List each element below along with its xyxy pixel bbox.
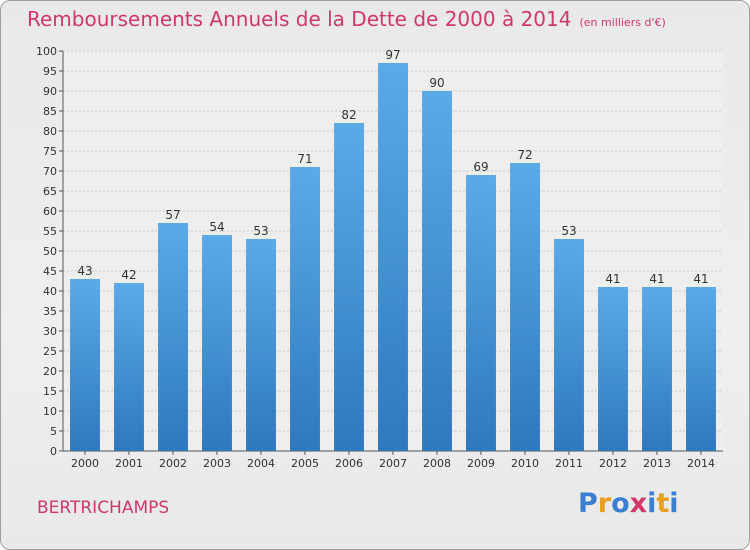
data-label-2000: 43 bbox=[77, 264, 92, 278]
x-tick-label-2014: 2014 bbox=[687, 457, 715, 470]
y-tick-label: 95 bbox=[43, 65, 57, 78]
data-label-2008: 90 bbox=[429, 76, 444, 90]
data-label-2001: 42 bbox=[121, 268, 136, 282]
y-tick-label: 100 bbox=[36, 45, 57, 58]
bar-2008 bbox=[422, 91, 452, 451]
data-label-2005: 71 bbox=[297, 152, 312, 166]
y-tick-label: 40 bbox=[43, 285, 57, 298]
chart-title-text: Remboursements Annuels de la Dette de 20… bbox=[27, 7, 572, 31]
logo-letter: i bbox=[647, 488, 657, 519]
bar-2005 bbox=[290, 167, 320, 451]
bar-2011 bbox=[554, 239, 584, 451]
logo-letter: P bbox=[578, 488, 598, 519]
x-tick-label-2006: 2006 bbox=[335, 457, 363, 470]
data-label-2012: 41 bbox=[605, 272, 620, 286]
bar-layer bbox=[70, 63, 716, 451]
label-layer: 43 42 57 54 53 71 82 97 90 69 72 53 41 41 41 bbox=[77, 48, 708, 286]
y-tick-label: 20 bbox=[43, 365, 57, 378]
data-label-2006: 82 bbox=[341, 108, 356, 122]
y-tick-label: 45 bbox=[43, 265, 57, 278]
logo-letter: x bbox=[629, 488, 648, 519]
logo-letter: i bbox=[669, 488, 679, 519]
bar-2014 bbox=[686, 287, 716, 451]
data-label-2003: 54 bbox=[209, 220, 224, 234]
y-tick-label: 90 bbox=[43, 85, 57, 98]
logo-letter: t bbox=[656, 488, 670, 519]
x-tick-label-2012: 2012 bbox=[599, 457, 627, 470]
y-tick-label: 60 bbox=[43, 205, 57, 218]
data-label-2004: 53 bbox=[253, 224, 268, 238]
bar-2012 bbox=[598, 287, 628, 451]
axis-layer: 0 5 10 15 20 25 30 35 40 45 50 55 60 65 70 75 80 85 90 95 10… bbox=[36, 45, 723, 470]
y-tick-label: 75 bbox=[43, 145, 57, 158]
y-tick-label: 10 bbox=[43, 405, 57, 418]
bar-2013 bbox=[642, 287, 672, 451]
logo-letter: o bbox=[611, 488, 630, 519]
bar-2007 bbox=[378, 63, 408, 451]
x-tick-label-2007: 2007 bbox=[379, 457, 407, 470]
data-label-2009: 69 bbox=[473, 160, 488, 174]
x-tick-label-2001: 2001 bbox=[115, 457, 143, 470]
data-label-2010: 72 bbox=[517, 148, 532, 162]
x-tick-label-2005: 2005 bbox=[291, 457, 319, 470]
chart-unit-note: (en milliers d'€) bbox=[579, 16, 666, 29]
bar-2010 bbox=[510, 163, 540, 451]
x-tick-label-2004: 2004 bbox=[247, 457, 275, 470]
x-tick-label-2009: 2009 bbox=[467, 457, 495, 470]
x-tick-label-2000: 2000 bbox=[71, 457, 99, 470]
x-tick-label-2003: 2003 bbox=[203, 457, 231, 470]
y-tick-label: 30 bbox=[43, 325, 57, 338]
y-tick-label: 70 bbox=[43, 165, 57, 178]
commune-name: BERTRICHAMPS bbox=[37, 498, 170, 518]
x-tick-label-2002: 2002 bbox=[159, 457, 187, 470]
data-label-2013: 41 bbox=[649, 272, 664, 286]
y-tick-label: 85 bbox=[43, 105, 57, 118]
y-tick-label: 35 bbox=[43, 305, 57, 318]
bar-2009 bbox=[466, 175, 496, 451]
y-tick-label: 80 bbox=[43, 125, 57, 138]
data-label-2007: 97 bbox=[385, 48, 400, 62]
x-tick-label-2010: 2010 bbox=[511, 457, 539, 470]
y-tick-label: 15 bbox=[43, 385, 57, 398]
chart-title: Remboursements Annuels de la Dette de 20… bbox=[27, 7, 666, 31]
data-label-2002: 57 bbox=[165, 208, 180, 222]
y-tick-label: 25 bbox=[43, 345, 57, 358]
bar-2004 bbox=[246, 239, 276, 451]
logo-letter: r bbox=[597, 488, 612, 519]
y-tick-label: 55 bbox=[43, 225, 57, 238]
x-tick-label-2013: 2013 bbox=[643, 457, 671, 470]
bar-2001 bbox=[114, 283, 144, 451]
y-tick-label: 65 bbox=[43, 185, 57, 198]
data-label-2011: 53 bbox=[561, 224, 576, 238]
bar-2002 bbox=[158, 223, 188, 451]
bar-2006 bbox=[334, 123, 364, 451]
y-tick-label: 0 bbox=[50, 445, 57, 458]
x-tick-label-2011: 2011 bbox=[555, 457, 583, 470]
x-tick-label-2008: 2008 bbox=[423, 457, 451, 470]
y-tick-label: 5 bbox=[50, 425, 57, 438]
data-label-2014: 41 bbox=[693, 272, 708, 286]
y-tick-label: 50 bbox=[43, 245, 57, 258]
bar-2003 bbox=[202, 235, 232, 451]
bar-2000 bbox=[70, 279, 100, 451]
proxiti-logo[interactable]: Proxiti bbox=[578, 488, 679, 519]
